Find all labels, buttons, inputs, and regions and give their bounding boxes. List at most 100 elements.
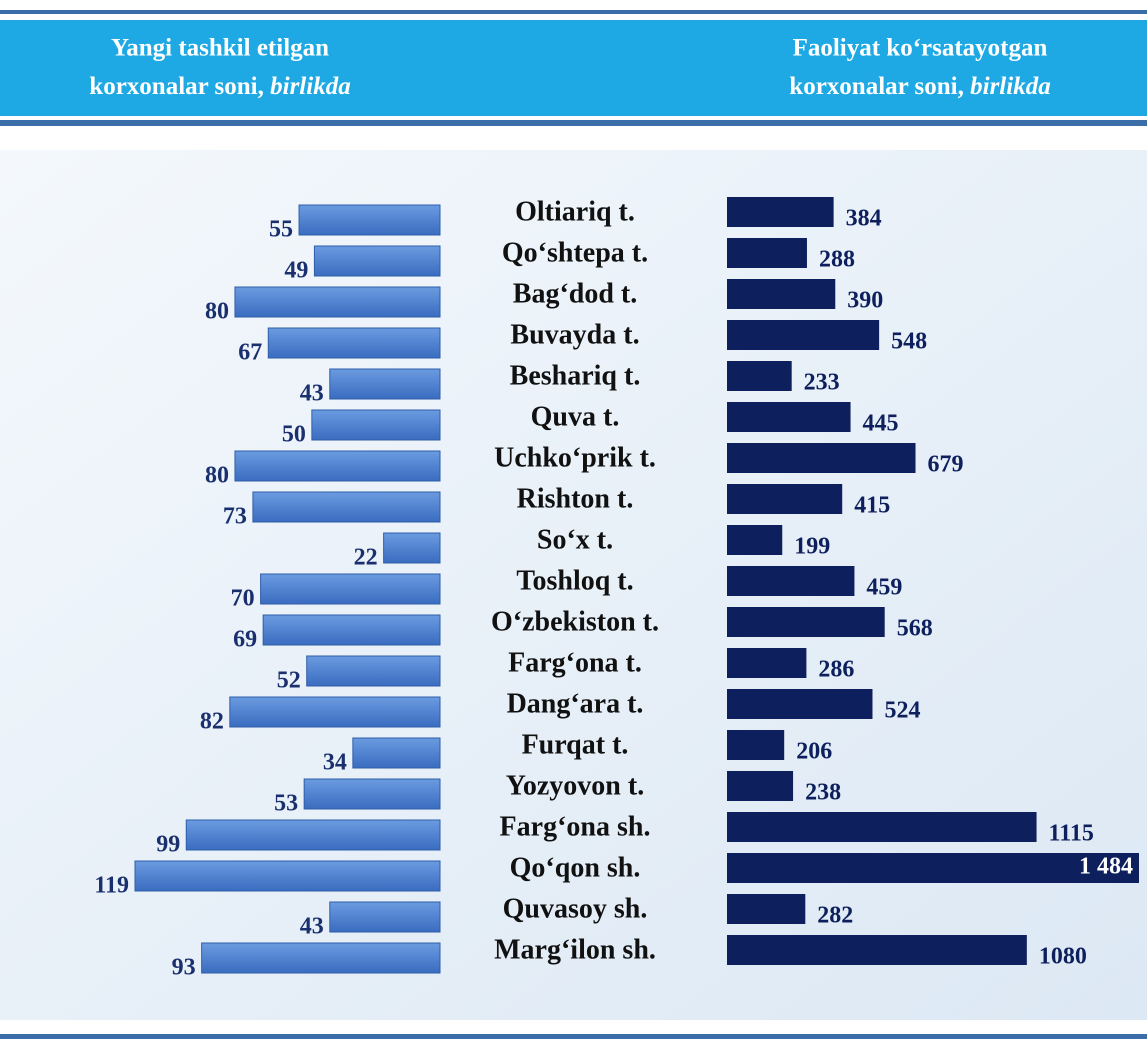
- right-header-name-rest: korxonalar soni,: [789, 73, 964, 100]
- category-label: Quva t.: [531, 401, 620, 432]
- left-value-label: 80: [205, 463, 229, 489]
- right-bar: [727, 402, 851, 432]
- right-bar: [727, 853, 1139, 883]
- left-bar: [329, 368, 441, 400]
- left-value-label: 119: [94, 873, 129, 899]
- left-bar: [185, 819, 441, 851]
- left-value-label: 82: [200, 709, 224, 735]
- left-bar: [262, 614, 441, 646]
- right-bar: [727, 894, 806, 924]
- left-value-label: 80: [205, 299, 229, 325]
- right-value-label: 199: [794, 534, 830, 560]
- header-band: [0, 20, 1147, 116]
- left-value-label: 34: [323, 750, 347, 776]
- left-value-label: 22: [354, 545, 378, 571]
- left-bar: [134, 860, 441, 892]
- category-label: Quvasoy sh.: [503, 893, 648, 924]
- right-value-label: 679: [928, 452, 964, 478]
- right-bar: [727, 238, 807, 268]
- left-value-label: 70: [231, 586, 255, 612]
- right-header-unit: birlikda: [970, 73, 1051, 100]
- right-header: korxonalar soni, birlikda: [789, 73, 1050, 100]
- left-value-label: 43: [300, 914, 324, 940]
- left-header-unit: birlikda: [270, 73, 351, 100]
- right-bar: [727, 566, 855, 596]
- left-bar: [329, 901, 441, 933]
- bottom-rule: [0, 1034, 1147, 1039]
- left-bar: [311, 409, 441, 441]
- right-bar: [727, 484, 843, 514]
- left-bar: [229, 696, 441, 728]
- right-value-label: 548: [891, 329, 927, 355]
- right-value-label: 233: [804, 370, 840, 396]
- right-bar: [727, 443, 916, 473]
- right-value-label: 390: [847, 288, 883, 314]
- left-bar: [267, 327, 441, 359]
- right-bar: [727, 771, 794, 801]
- category-label: Rishton t.: [517, 483, 634, 514]
- category-label: Furqat t.: [522, 729, 629, 760]
- right-value-label: 1115: [1049, 821, 1094, 847]
- left-bar: [234, 450, 441, 482]
- right-bar: [727, 607, 885, 637]
- left-header: Yangi tashkil etilgan: [111, 35, 329, 62]
- left-bar: [352, 737, 441, 769]
- category-label: O‘zbekiston t.: [491, 606, 659, 637]
- right-value-label: 206: [796, 739, 832, 765]
- right-value-label: 288: [819, 247, 855, 273]
- right-value-label: 1 484: [1079, 854, 1133, 880]
- right-bar: [727, 320, 880, 350]
- category-label: Qo‘shtepa t.: [502, 237, 648, 268]
- right-value-label: 568: [897, 616, 933, 642]
- category-label: Buvayda t.: [510, 319, 639, 350]
- right-value-label: 384: [846, 206, 882, 232]
- right-value-label: 459: [866, 575, 902, 601]
- left-bar: [260, 573, 441, 605]
- left-bar: [383, 532, 441, 564]
- right-value-label: 445: [863, 411, 899, 437]
- category-label: Dang‘ara t.: [507, 688, 644, 719]
- category-label: Uchko‘prik t.: [494, 442, 656, 473]
- right-bar: [727, 197, 834, 227]
- right-value-label: 415: [854, 493, 890, 519]
- right-value-label: 1080: [1039, 944, 1087, 970]
- left-value-label: 73: [223, 504, 247, 530]
- category-label: Oltiariq t.: [515, 196, 635, 227]
- left-value-label: 43: [300, 381, 324, 407]
- category-label: Farg‘ona sh.: [500, 811, 651, 842]
- right-bar: [727, 935, 1027, 965]
- category-label: Toshloq t.: [516, 565, 633, 596]
- category-label: Farg‘ona t.: [508, 647, 642, 678]
- right-bar: [727, 361, 792, 391]
- top-rule: [0, 10, 1147, 14]
- category-label: Bag‘dod t.: [513, 278, 637, 309]
- right-value-label: 524: [884, 698, 920, 724]
- left-header-name-rest: korxonalar soni,: [89, 73, 264, 100]
- left-value-label: 69: [233, 627, 257, 653]
- right-header: Faoliyat ko‘rsatayotgan: [793, 35, 1048, 62]
- category-label: Yozyovon t.: [506, 770, 644, 801]
- left-header: korxonalar soni, birlikda: [89, 73, 350, 100]
- right-value-label: 286: [818, 657, 854, 683]
- category-label: Beshariq t.: [510, 360, 641, 391]
- left-value-label: 50: [282, 422, 306, 448]
- left-value-label: 99: [156, 832, 180, 858]
- right-value-label: 282: [817, 903, 853, 929]
- left-value-label: 55: [269, 217, 293, 243]
- left-bar: [298, 204, 441, 236]
- left-value-label: 52: [277, 668, 301, 694]
- category-label: Marg‘ilon sh.: [494, 934, 656, 965]
- left-bar: [303, 778, 441, 810]
- category-label: Qo‘qon sh.: [510, 852, 641, 883]
- right-bar: [727, 648, 807, 678]
- right-bar: [727, 279, 836, 309]
- left-value-label: 49: [284, 258, 308, 284]
- left-bar: [306, 655, 441, 687]
- right-bar: [727, 730, 785, 760]
- left-value-label: 53: [274, 791, 298, 817]
- left-bar: [313, 245, 441, 277]
- left-value-label: 67: [238, 340, 262, 366]
- right-bar: [727, 525, 783, 555]
- right-value-label: 238: [805, 780, 841, 806]
